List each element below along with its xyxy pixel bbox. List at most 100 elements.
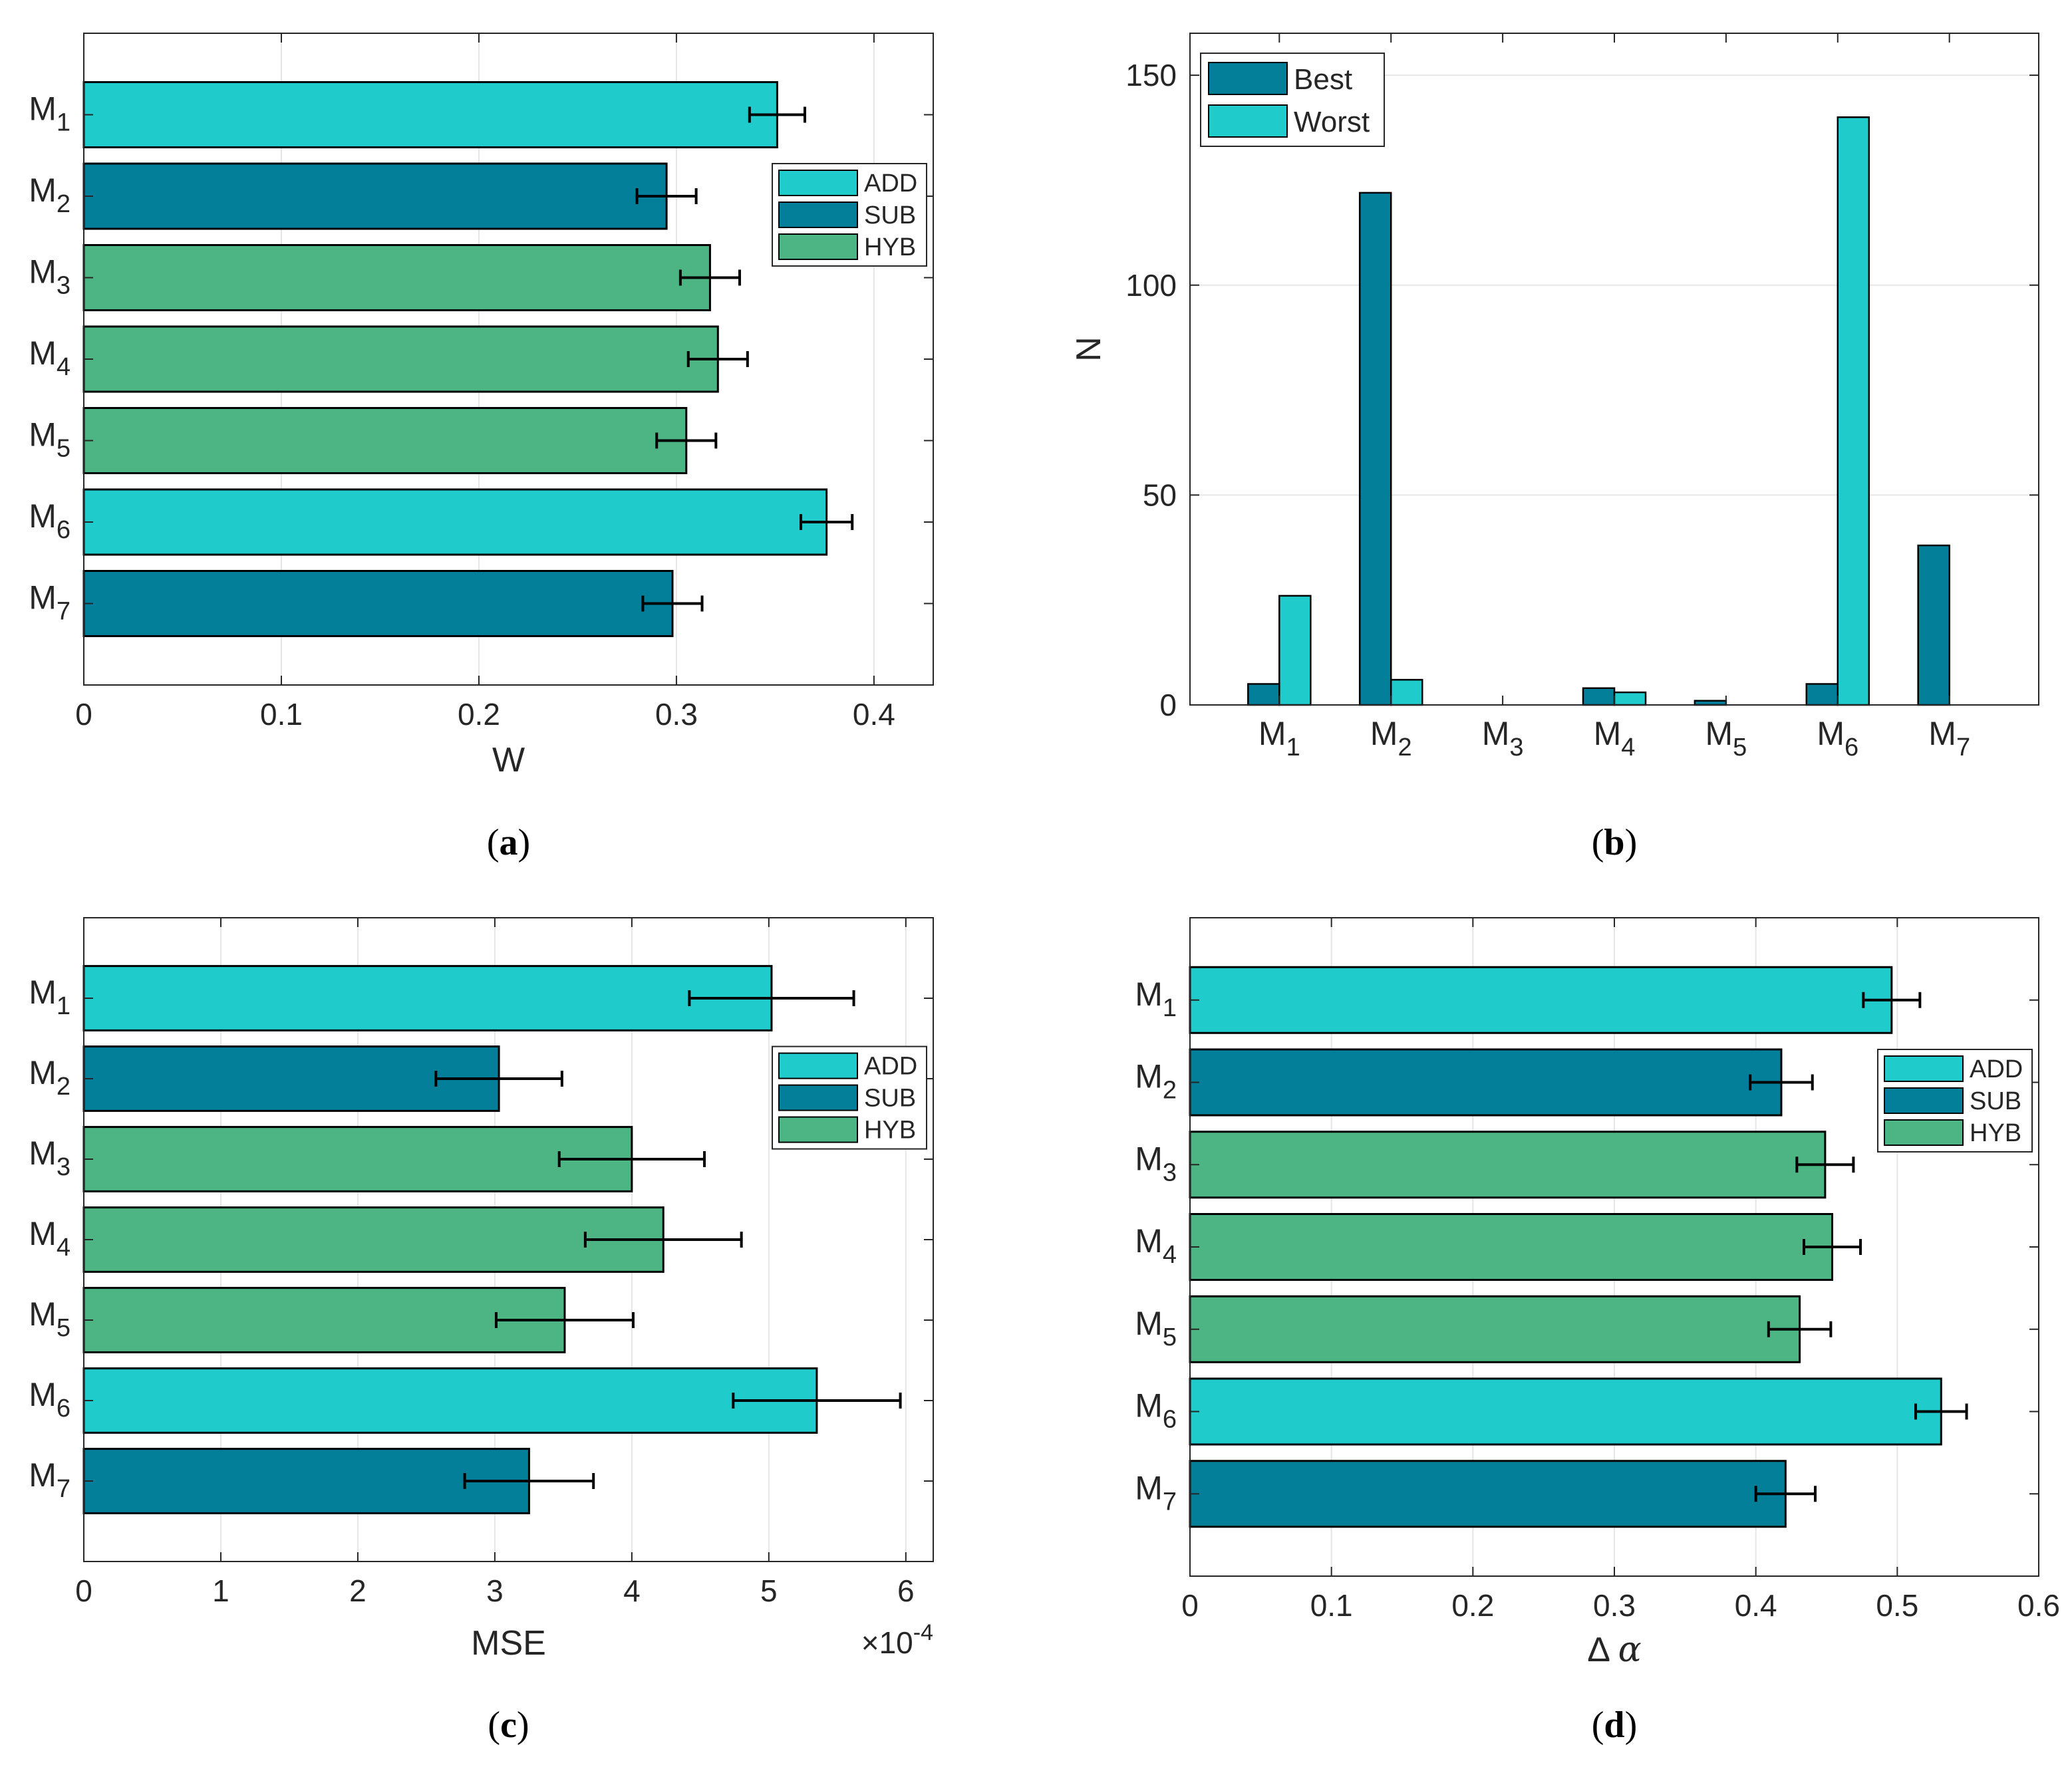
category-subscript: 1 xyxy=(57,992,71,1020)
bar-worst-2 xyxy=(1390,678,1423,706)
category-subscript: 2 xyxy=(57,1073,71,1101)
category-subscript: 6 xyxy=(57,516,71,544)
category-base: M xyxy=(1705,715,1733,752)
category-base: M xyxy=(29,416,57,454)
x-tick-label: M3 xyxy=(1482,715,1524,761)
category-base: M xyxy=(1135,976,1163,1013)
category-subscript: 1 xyxy=(1286,734,1300,761)
legend: ADD SUB HYB xyxy=(772,163,927,267)
y-tick-label: M2 xyxy=(29,1054,71,1101)
axes-frame xyxy=(83,33,934,686)
bar-7 xyxy=(82,1448,530,1514)
chart-panel-d: 0 0.1 0.2 0.3 0.4 0.5 0.6M1M2M3M4M5M6M7ADDSUBH… xyxy=(1135,917,2060,1670)
category-base: M xyxy=(29,1054,57,1091)
legend-label: HYB xyxy=(864,1117,916,1145)
category-subscript: 2 xyxy=(1163,1077,1177,1105)
x-tick-label: 0.3 xyxy=(1593,1588,1636,1623)
error-bar-6 xyxy=(732,1393,902,1409)
category-base: M xyxy=(29,579,57,616)
exponent-power: -4 xyxy=(913,1620,933,1645)
error-bar-4 xyxy=(583,1232,743,1248)
category-subscript: 6 xyxy=(57,1395,71,1423)
y-tick-label: M7 xyxy=(29,1456,71,1503)
legend-swatch-add xyxy=(778,170,858,196)
y-tick-label: 150 xyxy=(1125,58,1177,92)
category-subscript: 3 xyxy=(57,1153,71,1181)
x-axis-exponent: ×10-4 xyxy=(861,1620,933,1660)
category-subscript: 3 xyxy=(1163,1158,1177,1186)
x-tick-label: M6 xyxy=(1817,715,1858,761)
bar-2 xyxy=(82,1045,500,1112)
x-axis-label: MSE xyxy=(471,1624,546,1663)
category-subscript: 3 xyxy=(57,272,71,300)
bar-6 xyxy=(82,1367,818,1434)
legend-swatch-best xyxy=(1208,62,1288,95)
category-subscript: 4 xyxy=(1621,734,1635,761)
error-bar-1 xyxy=(748,106,806,123)
error-bar-1 xyxy=(1862,992,1922,1008)
bar-best-4 xyxy=(1582,687,1616,706)
category-subscript: 5 xyxy=(1733,734,1747,761)
bar-worst-1 xyxy=(1278,595,1312,706)
category-subscript: 1 xyxy=(57,109,71,137)
x-tick-label: 6 xyxy=(897,1573,915,1608)
caption-letter: b xyxy=(1604,822,1624,863)
bar-5 xyxy=(82,1287,566,1353)
x-tick-label: 0.5 xyxy=(1876,1588,1918,1623)
axes-frame xyxy=(83,917,934,1562)
category-subscript: 7 xyxy=(1163,1488,1177,1516)
x-tick-label: 0.6 xyxy=(2017,1588,2060,1623)
category-subscript: 4 xyxy=(1163,1241,1177,1269)
x-tick-label: 0 xyxy=(75,1573,92,1608)
caption-letter: c xyxy=(500,1704,517,1746)
bar-3 xyxy=(82,1126,633,1192)
y-tick-label: M2 xyxy=(1135,1058,1177,1105)
x-tick-label: 0.4 xyxy=(853,697,895,732)
y-tick-label: M5 xyxy=(29,416,71,463)
legend-label: ADD xyxy=(1970,1055,2023,1083)
error-bar-6 xyxy=(1914,1403,1968,1420)
bar-best-6 xyxy=(1805,683,1839,706)
legend-label: SUB xyxy=(864,1085,916,1113)
category-base: M xyxy=(1370,715,1398,752)
x-tick-label: 0.3 xyxy=(655,697,698,732)
bar-worst-6 xyxy=(1837,116,1870,706)
category-subscript: 6 xyxy=(1163,1406,1177,1434)
error-bar-5 xyxy=(655,432,718,449)
category-subscript: 7 xyxy=(1956,734,1970,761)
x-tick-label: 0.4 xyxy=(1735,1588,1777,1623)
category-subscript: 2 xyxy=(57,190,71,218)
legend-swatch-add xyxy=(1884,1055,1964,1082)
y-tick-label: M3 xyxy=(29,253,71,300)
category-base: M xyxy=(1928,715,1956,752)
x-tick-label: 4 xyxy=(623,1573,641,1608)
bar-best-1 xyxy=(1247,683,1280,706)
bar-1 xyxy=(82,965,773,1031)
legend-label: ADD xyxy=(864,1053,917,1081)
caption-a: (a) xyxy=(487,822,530,863)
caption-paren: ( xyxy=(487,822,500,863)
y-tick-label: M7 xyxy=(1135,1469,1177,1516)
error-bar-1 xyxy=(688,990,855,1006)
error-bar-7 xyxy=(1754,1486,1817,1502)
category-base: M xyxy=(1135,1305,1163,1342)
x-tick-label: 3 xyxy=(486,1573,504,1608)
error-bar-7 xyxy=(641,595,704,612)
y-tick-label: M6 xyxy=(29,1376,71,1423)
y-tick-label: M3 xyxy=(29,1135,71,1181)
y-tick-label: M1 xyxy=(29,90,71,137)
error-bar-3 xyxy=(1795,1156,1855,1173)
legend-swatch-hyb xyxy=(778,233,858,260)
legend-label: SUB xyxy=(864,202,916,229)
bar-4 xyxy=(82,325,719,393)
caption-c: (c) xyxy=(488,1704,529,1746)
category-base: M xyxy=(1135,1058,1163,1095)
x-tick-label: M7 xyxy=(1928,715,1970,761)
caption-paren: ( xyxy=(1592,822,1604,863)
legend-swatch-sub xyxy=(1884,1087,1964,1114)
category-base: M xyxy=(1482,715,1510,752)
legend-swatch-add xyxy=(778,1052,858,1079)
category-subscript: 5 xyxy=(57,435,71,463)
